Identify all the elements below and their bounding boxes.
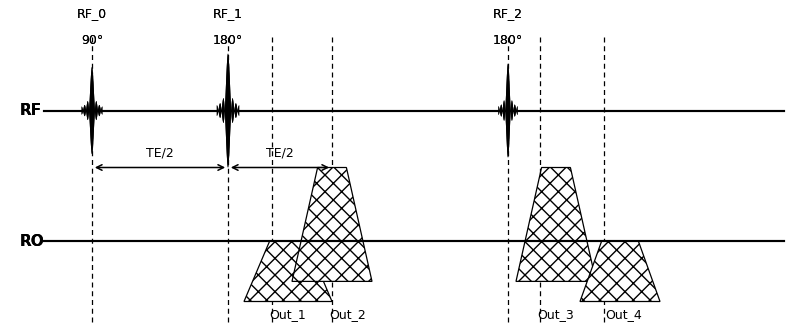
- Text: TE/2: TE/2: [266, 146, 294, 159]
- Polygon shape: [580, 241, 660, 302]
- Text: RF_0: RF_0: [77, 7, 107, 20]
- Text: 90°: 90°: [81, 34, 103, 47]
- Text: 180°: 180°: [213, 34, 243, 47]
- Text: TE/2: TE/2: [146, 146, 174, 159]
- Text: 180°: 180°: [493, 34, 523, 47]
- Text: RF_0: RF_0: [77, 7, 107, 20]
- Text: Out_4: Out_4: [606, 308, 642, 321]
- Text: 90°: 90°: [81, 34, 103, 47]
- Text: 180°: 180°: [493, 34, 523, 47]
- Text: RF: RF: [20, 103, 42, 118]
- Polygon shape: [292, 168, 372, 281]
- Text: RF_1: RF_1: [213, 7, 243, 20]
- Text: RO: RO: [20, 234, 45, 249]
- Text: Out_3: Out_3: [538, 308, 574, 321]
- Polygon shape: [244, 241, 332, 302]
- Text: RO: RO: [20, 234, 45, 249]
- Polygon shape: [516, 168, 596, 281]
- Text: RF: RF: [20, 103, 42, 118]
- Text: Out_2: Out_2: [330, 308, 366, 321]
- Text: RF_1: RF_1: [213, 7, 243, 20]
- Text: RF_2: RF_2: [493, 7, 523, 20]
- Text: Out_1: Out_1: [270, 308, 306, 321]
- Text: RF_2: RF_2: [493, 7, 523, 20]
- Text: 180°: 180°: [213, 34, 243, 47]
